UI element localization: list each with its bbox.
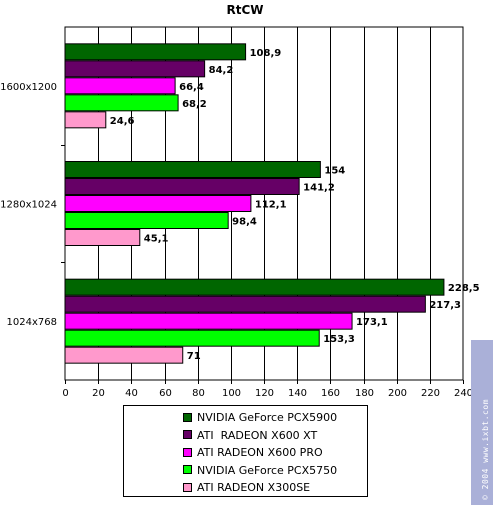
x-tick-label: 0 bbox=[62, 388, 68, 399]
bar bbox=[64, 60, 206, 78]
legend-label: NVIDIA GeForce PCX5900 bbox=[197, 411, 338, 424]
legend-swatch bbox=[183, 430, 192, 439]
bar bbox=[64, 195, 252, 212]
x-tick-label: 20 bbox=[92, 388, 105, 399]
bar-data-label: 153,3 bbox=[323, 334, 355, 345]
x-tick-label: 40 bbox=[125, 388, 138, 399]
bar bbox=[64, 43, 247, 61]
bar-data-label: 98,4 bbox=[232, 217, 257, 228]
bar bbox=[64, 278, 445, 296]
watermark-band bbox=[471, 340, 493, 505]
legend-swatch bbox=[183, 465, 192, 474]
bar-data-label: 84,2 bbox=[209, 65, 234, 76]
watermark-text: © 2004 www.ixbt.com bbox=[481, 398, 490, 500]
legend-item: NVIDIA GeForce PCX5900 bbox=[183, 409, 337, 427]
x-tick-label: 160 bbox=[321, 388, 340, 399]
y-category-label: 1600x1200 bbox=[0, 82, 57, 93]
bar-data-label: 24,6 bbox=[110, 116, 135, 127]
x-tick-label: 140 bbox=[288, 388, 307, 399]
y-category-label: 1280x1024 bbox=[0, 200, 57, 211]
bar-data-label: 154 bbox=[324, 166, 345, 177]
bar-data-label: 66,4 bbox=[179, 82, 204, 93]
x-tick-label: 200 bbox=[388, 388, 407, 399]
bar-data-label: 108,9 bbox=[250, 48, 282, 59]
bar bbox=[64, 77, 176, 95]
legend-label: ATI RADEON X600 PRO bbox=[197, 446, 323, 459]
bar bbox=[64, 111, 107, 129]
bar bbox=[64, 229, 141, 246]
bar bbox=[64, 329, 320, 347]
legend-label: ATI RADEON X600 XT bbox=[197, 428, 318, 442]
bar-data-label: 173,1 bbox=[356, 317, 388, 328]
bar-data-label: 228,5 bbox=[448, 283, 480, 294]
x-tick-label: 100 bbox=[222, 388, 241, 399]
bar-data-label: 217,3 bbox=[429, 300, 461, 311]
x-tick-label: 220 bbox=[421, 388, 440, 399]
bar bbox=[64, 161, 321, 178]
x-tick-label: 120 bbox=[255, 388, 274, 399]
legend-label: ATI RADEON X300SE bbox=[197, 481, 311, 494]
bar bbox=[64, 94, 179, 112]
bar bbox=[64, 346, 184, 364]
legend-swatch bbox=[183, 482, 192, 492]
bar-data-label: 45,1 bbox=[144, 234, 169, 245]
x-tick-label: 240 bbox=[454, 388, 473, 399]
x-tick-label: 60 bbox=[159, 388, 172, 399]
bar bbox=[64, 295, 426, 313]
bar-data-label: 141,2 bbox=[303, 183, 335, 194]
x-tick-label: 80 bbox=[192, 388, 205, 399]
bar bbox=[64, 178, 300, 195]
legend-swatch bbox=[183, 412, 192, 422]
legend-label: NVIDIA GeForce PCX5750 bbox=[197, 463, 338, 477]
x-tick-label: 180 bbox=[355, 388, 374, 399]
bar bbox=[64, 312, 353, 330]
legend-item: ATI RADEON X300SE bbox=[183, 479, 310, 497]
legend-item: NVIDIA GeForce PCX5750 bbox=[183, 462, 337, 480]
y-category-label: 1024x768 bbox=[7, 317, 57, 328]
bar-data-label: 71 bbox=[187, 351, 201, 362]
bar-data-label: 68,2 bbox=[182, 99, 207, 110]
legend-item: ATI RADEON X600 PRO bbox=[183, 444, 323, 462]
bar-data-label: 112,1 bbox=[255, 200, 287, 211]
legend-swatch bbox=[183, 447, 192, 457]
bar bbox=[64, 212, 229, 229]
legend-item: ATI RADEON X600 XT bbox=[183, 427, 317, 445]
chart-title: RtCW bbox=[226, 3, 263, 17]
legend: NVIDIA GeForce PCX5900 ATI RADEON X600 XT… bbox=[123, 405, 368, 497]
